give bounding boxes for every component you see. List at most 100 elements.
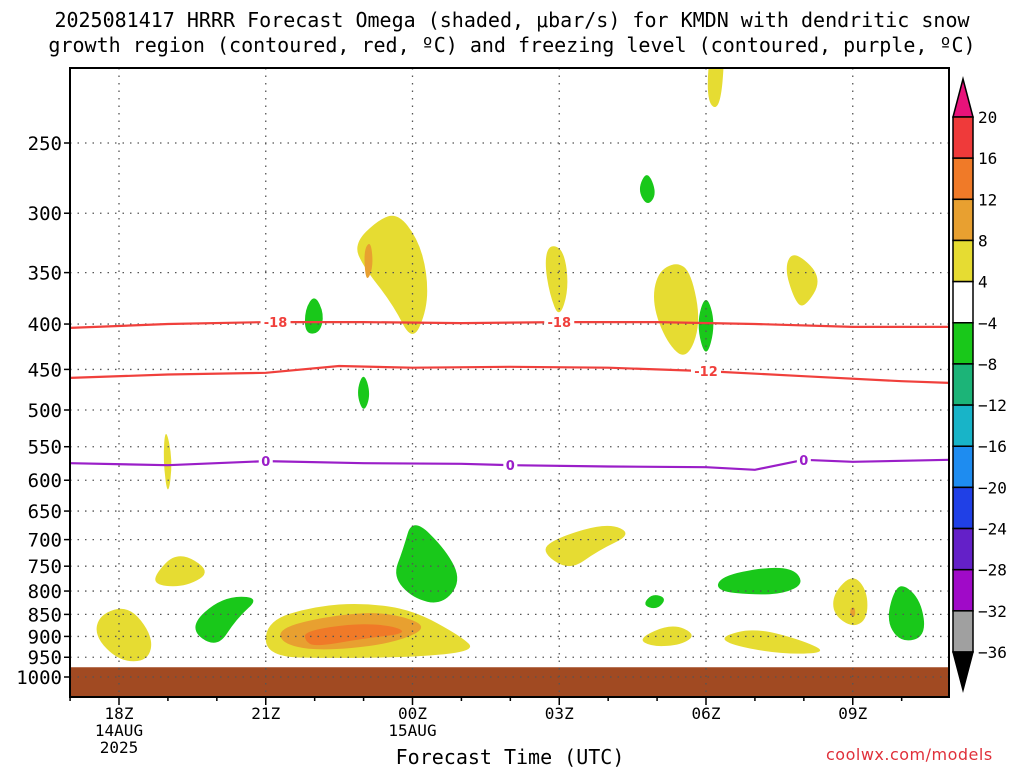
omega-region-upper-5	[786, 255, 818, 306]
colorbar-label: −28	[978, 561, 1007, 580]
contour-label: -18	[548, 316, 572, 331]
y-tick-label: 400	[28, 314, 62, 336]
colorbar-label: 8	[978, 231, 988, 250]
colorbar-top-arrow	[952, 76, 974, 118]
omega-region-upper-6	[639, 175, 655, 204]
omega-region-lower-8	[645, 595, 664, 609]
chart-title-line-2: growth region (contoured, red, ºC) and f…	[48, 33, 976, 57]
y-tick-label: 950	[28, 647, 62, 669]
colorbar: 20 16 12 8 4 −4 −8 −12 −16 −20 −24 −28 −32 −36	[952, 76, 1007, 693]
ground-layer	[70, 667, 949, 697]
omega-region-lower-10	[717, 567, 801, 595]
y-tick-label: 650	[28, 501, 62, 523]
colorbar-bottom-arrow	[952, 651, 974, 693]
omega-region-upper-1	[364, 243, 373, 278]
contour-line	[70, 321, 949, 329]
y-tick-label: 850	[28, 604, 62, 626]
colorbar-label: −16	[978, 437, 1007, 456]
colorbar-label: 16	[978, 149, 997, 168]
contour-label-bg	[260, 314, 291, 331]
y-tick-label: 350	[28, 263, 62, 285]
colorbar-box	[952, 610, 974, 653]
omega-region-lower-0	[96, 608, 152, 662]
x-tick-label: 06Z	[692, 704, 721, 723]
y-tick-label: 750	[28, 556, 62, 578]
x-tick-label: 18Z	[105, 704, 134, 723]
y-tick-label: 800	[28, 581, 62, 603]
contour-label-bg	[503, 457, 518, 474]
colorbar-label: 12	[978, 190, 997, 209]
x-tick-label: 21Z	[251, 704, 280, 723]
contour-label: -18	[264, 316, 288, 331]
colorbar-box	[952, 322, 974, 365]
y-tick-label: 600	[28, 470, 62, 492]
colorbar-box	[952, 486, 974, 530]
colorbar-box	[952, 198, 974, 242]
omega-region-upper-7	[304, 298, 323, 334]
contour-label-bg	[796, 451, 811, 468]
x-tick-date: 14AUG	[95, 721, 143, 740]
y-tick-label: 450	[28, 359, 62, 381]
contour-label-bg	[258, 453, 273, 470]
colorbar-label: −12	[978, 396, 1007, 415]
x-axis-label: Forecast Time (UTC)	[396, 745, 625, 768]
x-tick-year: 2025	[100, 738, 139, 757]
omega-region-lower-6	[396, 525, 458, 603]
colorbar-box	[952, 527, 974, 571]
y-tick-label: 900	[28, 626, 62, 648]
omega-region-lower-13	[850, 607, 856, 617]
y-axis-ticks: 2503003504004505005506006507007508008509…	[16, 133, 70, 689]
colorbar-box	[952, 568, 974, 612]
omega-region-lower-12	[833, 578, 868, 626]
colorbar-label: 20	[978, 108, 997, 127]
colorbar-label: 4	[978, 273, 988, 292]
contour-label: 0	[506, 459, 515, 474]
colorbar-box	[952, 116, 974, 159]
omega-region-lower-2	[195, 596, 254, 643]
ground-fill	[70, 667, 949, 697]
y-tick-label: 1000	[16, 667, 62, 689]
omega-region-lower-11	[724, 630, 821, 654]
colorbar-box	[952, 404, 974, 447]
y-tick-label: 300	[28, 203, 62, 225]
colorbar-label: −24	[978, 520, 1007, 539]
omega-region-lower-5	[304, 624, 403, 646]
contour-label: 0	[799, 454, 808, 469]
colorbar-label: −32	[978, 602, 1007, 621]
credit-text: coolwx.com/models	[826, 745, 993, 764]
contour-label: 0	[261, 455, 270, 470]
omega-region-lower-1	[155, 556, 205, 587]
colorbar-box	[952, 363, 974, 406]
omega-region-lower-7	[545, 525, 626, 567]
omega-region-upper-4	[707, 68, 724, 108]
omega-region-upper-9	[358, 376, 370, 409]
colorbar-label: −36	[978, 643, 1007, 662]
colorbar-label: −8	[978, 355, 997, 374]
colorbar-box	[952, 445, 974, 489]
omega-region-upper-2	[545, 246, 568, 313]
colorbar-label: −4	[978, 314, 997, 333]
chart-title-line-1: 2025081417 HRRR Forecast Omega (shaded, …	[54, 8, 970, 32]
grid-lines	[70, 68, 949, 697]
colorbar-box	[952, 239, 974, 283]
y-tick-label: 500	[28, 400, 62, 422]
omega-region-upper-8	[698, 299, 714, 352]
omega-region-lower-9	[642, 626, 692, 647]
contour-label: -12	[694, 365, 718, 380]
y-tick-label: 550	[28, 437, 62, 459]
plot-frame	[69, 67, 950, 698]
omega-region-lower-14	[888, 586, 925, 641]
x-tick-label: 00Z	[398, 704, 427, 723]
colorbar-box	[952, 157, 974, 201]
colorbar-box	[952, 280, 974, 324]
y-tick-label: 700	[28, 530, 62, 552]
omega-region-upper-10	[163, 433, 172, 490]
x-tick-label: 03Z	[545, 704, 574, 723]
omega-region-upper-3	[654, 264, 699, 355]
contour-line	[70, 364, 949, 384]
y-tick-label: 250	[28, 133, 62, 155]
x-tick-label: 09Z	[838, 704, 867, 723]
contour-label-bg	[691, 363, 721, 380]
